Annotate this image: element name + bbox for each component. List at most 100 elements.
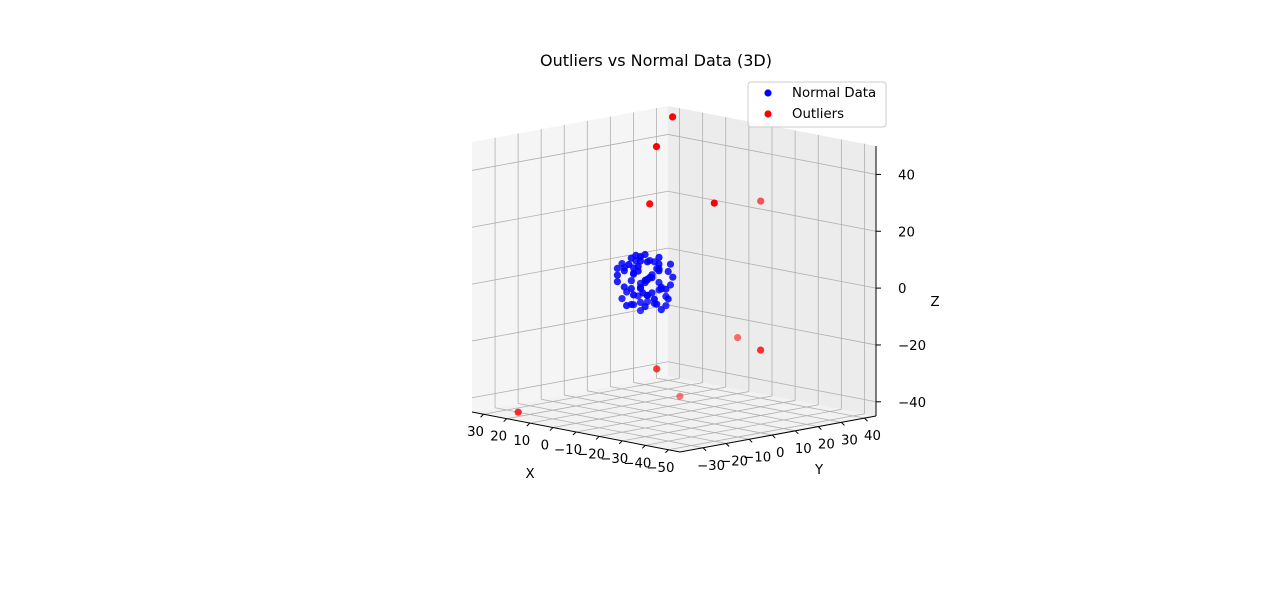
x-tick-label: −40 <box>623 456 651 471</box>
point-normal-data <box>623 302 631 310</box>
point-normal-data <box>666 260 675 268</box>
y-grid-floor <box>587 390 796 432</box>
point-outliers <box>646 200 654 208</box>
x-tick-label: 20 <box>490 430 507 445</box>
legend-marker-normal-data <box>764 89 772 97</box>
z-grid-right-wall <box>667 361 877 403</box>
legend: Normal Data Outliers <box>747 81 887 128</box>
point-normal-data <box>620 267 628 275</box>
x-tick-mark <box>480 413 484 418</box>
z-tick-label: 20 <box>898 225 915 240</box>
x-tick-label: −50 <box>646 461 674 476</box>
point-outliers <box>710 199 718 207</box>
x-grid-floor <box>622 404 819 442</box>
back-left-pane <box>472 106 668 412</box>
x-tick-mark <box>549 427 554 431</box>
x-tick-mark <box>618 440 623 445</box>
point-normal-data <box>664 295 672 303</box>
point-normal-data <box>643 298 652 306</box>
z-grid-right-wall <box>667 247 877 289</box>
y-tick-label: −30 <box>697 459 725 474</box>
legend-box <box>747 81 887 128</box>
point-normal-data <box>655 253 663 261</box>
z-tick-label: 0 <box>898 282 906 297</box>
z-grid-left-wall <box>471 361 669 399</box>
x-tick-mark <box>572 431 577 436</box>
x-tick-label: 0 <box>541 439 549 454</box>
point-normal-data <box>636 253 645 261</box>
x-grid-floor <box>483 377 680 415</box>
point-normal-data <box>669 273 677 281</box>
x-grid-floor <box>645 408 842 446</box>
y-tick-label: −10 <box>743 450 771 465</box>
y-tick-mark <box>725 443 730 447</box>
scatter-points <box>514 113 765 416</box>
y-tick-label: 20 <box>818 438 835 453</box>
point-normal-data <box>657 283 665 291</box>
z-grid-left-wall <box>471 190 669 228</box>
point-normal-data <box>650 299 659 308</box>
point-outliers <box>669 113 677 121</box>
y-tick-label: 0 <box>776 446 784 461</box>
y-grid-floor <box>564 394 773 436</box>
y-tick-label: 10 <box>795 442 812 457</box>
legend-label-outliers: Outliers <box>792 107 844 122</box>
y-tick-mark <box>794 430 799 435</box>
y-tick-mark <box>771 434 776 439</box>
point-normal-data <box>636 283 645 291</box>
point-normal-data <box>662 302 670 310</box>
point-normal-data <box>634 262 642 271</box>
y-grid-floor <box>541 398 750 440</box>
point-outliers <box>676 392 684 400</box>
y-grid-floor <box>656 377 865 419</box>
y-grid-floor <box>494 407 704 449</box>
point-outliers <box>757 346 765 354</box>
point-outliers <box>653 365 661 373</box>
z-grid-left-wall <box>471 134 669 171</box>
z-tick-label: 40 <box>898 168 915 183</box>
point-normal-data <box>630 291 638 299</box>
point-outliers <box>652 143 661 151</box>
x-grid-floor <box>529 386 726 424</box>
point-normal-data <box>655 265 663 273</box>
legend-marker-outliers <box>764 110 772 118</box>
point-normal-data <box>636 307 645 315</box>
point-normal-data <box>613 264 622 272</box>
y-tick-label: 40 <box>864 429 881 444</box>
x-grid-floor <box>668 413 865 451</box>
chart-title: Outliers vs Normal Data (3D) <box>540 51 772 70</box>
point-normal-data <box>613 271 622 279</box>
x-grid-floor <box>506 382 703 420</box>
point-normal-data <box>643 276 652 284</box>
point-outliers <box>757 197 765 205</box>
x-tick-label: −20 <box>577 447 605 462</box>
y-tick-label: 30 <box>841 433 858 448</box>
z-grid-right-wall <box>667 134 877 175</box>
y-axis-line <box>679 415 877 453</box>
x-tick-label: −10 <box>554 443 582 458</box>
y-tick-mark <box>817 426 822 430</box>
x-grid-floor <box>575 395 773 433</box>
y-tick-mark <box>748 438 753 443</box>
y-tick-mark <box>702 447 707 452</box>
point-normal-data <box>627 277 635 285</box>
y-tick-mark <box>864 417 868 422</box>
point-normal-data <box>613 278 622 286</box>
point-normal-data <box>664 267 672 276</box>
point-normal-data <box>666 281 675 289</box>
axes-panes <box>472 106 876 452</box>
point-outliers <box>734 334 742 342</box>
x-tick-mark <box>595 436 600 440</box>
x-tick-label: 10 <box>513 434 530 449</box>
point-normal-data <box>643 292 652 300</box>
x-tick-label: −30 <box>600 452 628 467</box>
x-tick-label: 30 <box>467 425 484 440</box>
y-tick-label: −20 <box>720 455 748 470</box>
x-grid-floor <box>552 391 749 428</box>
y-tick-mark <box>841 421 845 426</box>
x-tick-mark <box>503 418 508 423</box>
legend-label-normal-data: Normal Data <box>792 86 876 101</box>
point-normal-data <box>630 301 638 309</box>
y-grid-floor <box>610 386 819 427</box>
